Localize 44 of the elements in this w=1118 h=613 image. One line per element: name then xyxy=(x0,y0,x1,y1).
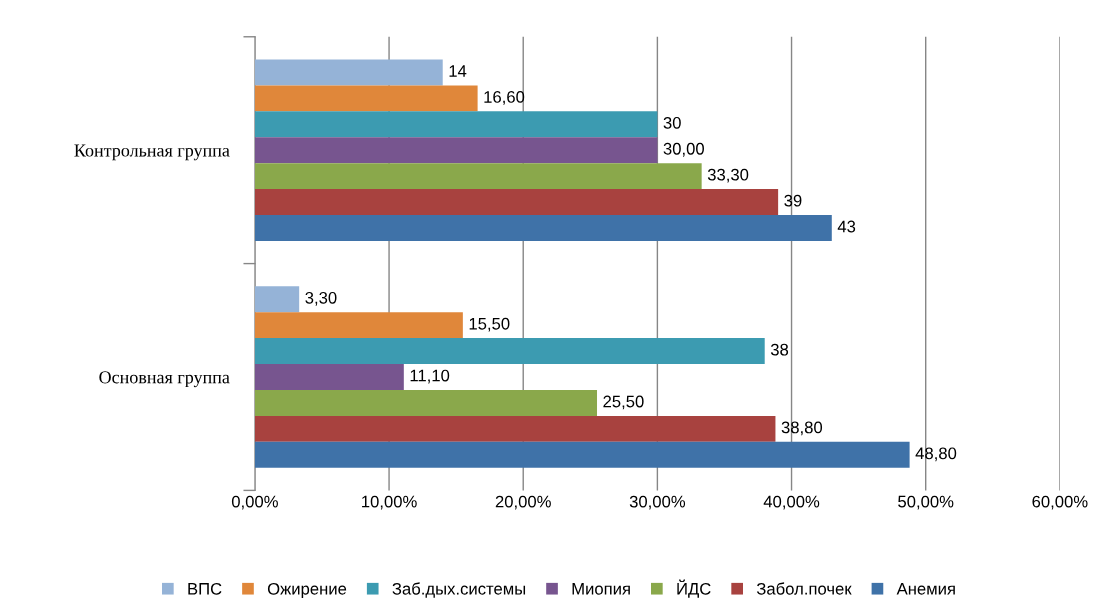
bar xyxy=(254,415,776,442)
data-label: 11,10 xyxy=(410,369,450,384)
legend-label: Анемия xyxy=(896,583,955,595)
bar xyxy=(254,286,300,313)
data-label: 38 xyxy=(770,343,789,356)
data-label: 3,30 xyxy=(305,291,337,306)
legend-label: Ожирение xyxy=(267,582,347,598)
data-label: 43 xyxy=(837,220,856,233)
legend-label: Заб.дых.системы xyxy=(392,582,526,598)
data-label: 48,80 xyxy=(915,447,957,462)
bar xyxy=(254,189,779,215)
data-label: 16,60 xyxy=(484,91,525,105)
data-label: 33,30 xyxy=(707,168,749,183)
data-label: 30 xyxy=(663,116,681,129)
bar xyxy=(254,364,404,390)
legend-label: Миопия xyxy=(572,583,630,595)
bar xyxy=(254,214,832,241)
x-tick-label: 60,00% xyxy=(1032,495,1088,510)
data-label: 30,00 xyxy=(663,142,704,157)
y-tick-label: Основная группа xyxy=(99,371,230,388)
data-label: 14 xyxy=(449,65,467,77)
bar xyxy=(254,338,765,365)
bar xyxy=(254,163,702,190)
x-tick-label: 20,00% xyxy=(495,495,551,510)
data-label: 15,50 xyxy=(469,317,510,332)
data-label: 25,50 xyxy=(603,395,644,410)
x-tick-label: 50,00% xyxy=(898,495,954,510)
bar xyxy=(254,312,463,339)
x-tick-label: 0,00% xyxy=(231,495,278,510)
bar xyxy=(254,441,910,468)
x-tick-label: 30,00% xyxy=(629,495,686,510)
bar xyxy=(254,85,478,112)
legend-label: Забол.почек xyxy=(756,582,852,595)
bar xyxy=(254,137,658,164)
bar xyxy=(254,111,658,138)
data-label: 39 xyxy=(784,194,802,207)
bar xyxy=(254,59,443,86)
x-tick-label: 40,00% xyxy=(763,495,820,510)
y-tick-label: Контрольная группа xyxy=(74,144,230,161)
data-label: 38,80 xyxy=(781,421,823,436)
bar xyxy=(254,389,598,416)
legend-label: ЙДС xyxy=(677,579,711,598)
legend-label: ВПС xyxy=(188,582,222,595)
x-tick-label: 10,00% xyxy=(362,495,417,510)
